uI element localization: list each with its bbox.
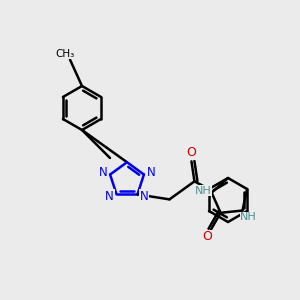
Text: O: O xyxy=(202,230,211,243)
Text: O: O xyxy=(187,146,196,159)
Text: N: N xyxy=(105,190,114,203)
Text: N: N xyxy=(99,166,107,179)
Text: N: N xyxy=(146,166,155,179)
Text: NH: NH xyxy=(194,186,211,196)
Text: CH₃: CH₃ xyxy=(56,49,75,58)
Text: N: N xyxy=(140,190,149,203)
Text: NH: NH xyxy=(240,212,257,222)
